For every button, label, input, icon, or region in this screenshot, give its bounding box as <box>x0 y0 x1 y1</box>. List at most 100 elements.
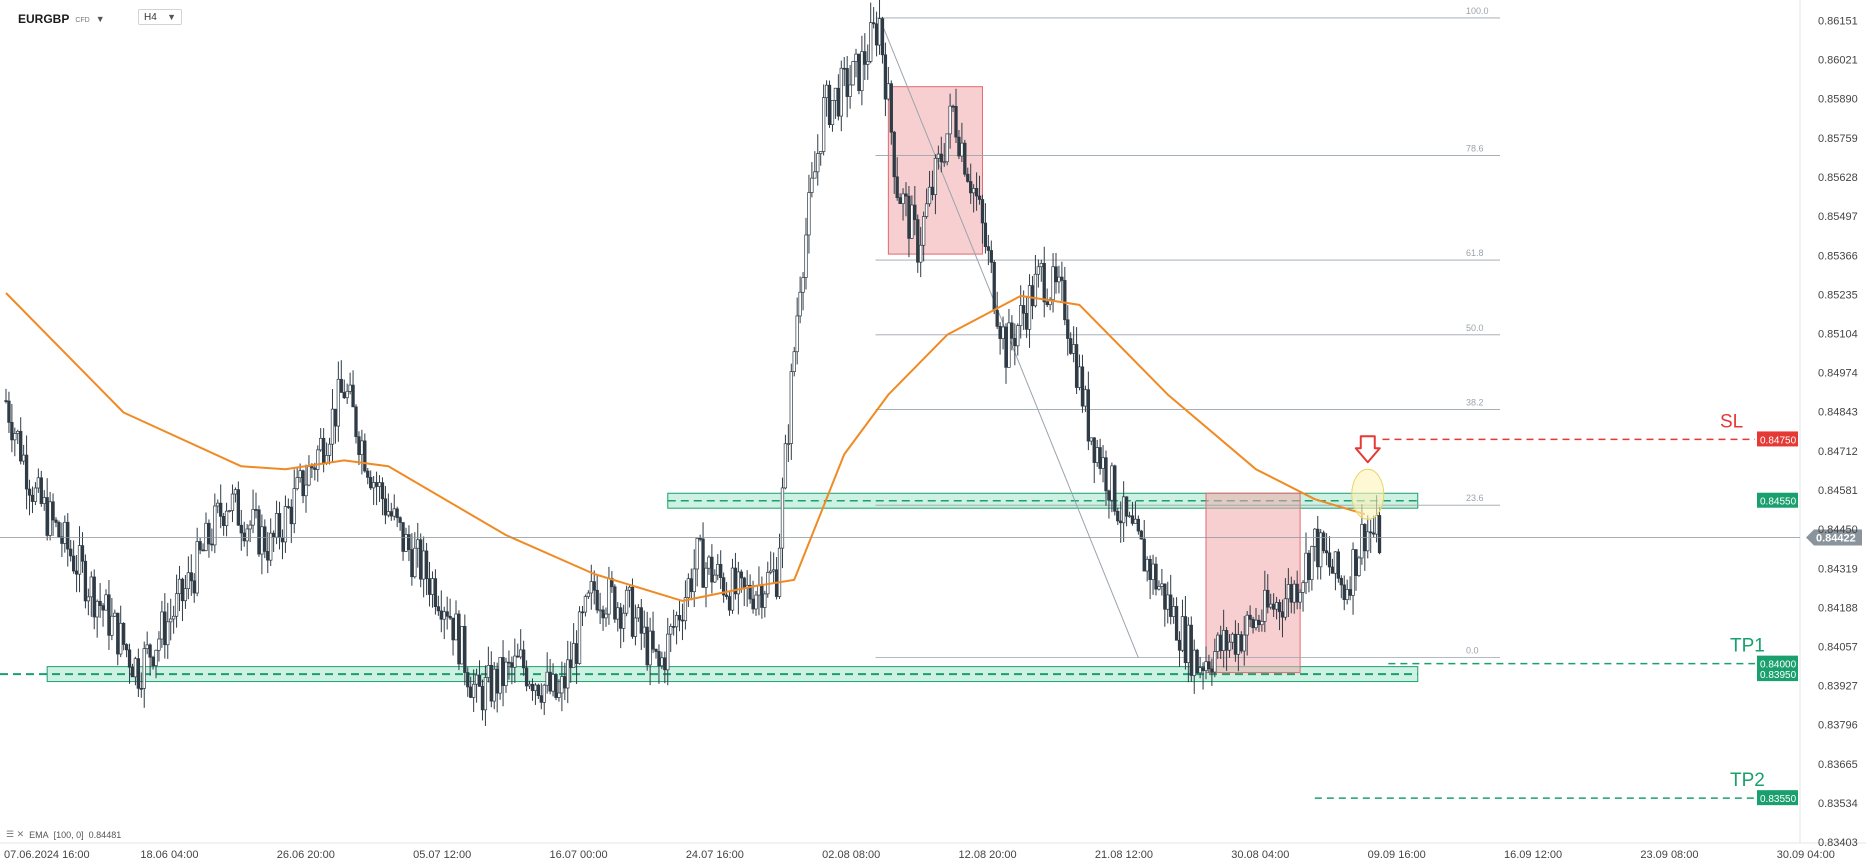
candle-body <box>866 61 870 65</box>
candle-body <box>451 617 455 641</box>
indicator-params: [100, 0] <box>53 829 84 840</box>
candle-body <box>66 521 70 550</box>
candle-body <box>504 661 508 687</box>
candle-body <box>1139 530 1143 540</box>
candle-body <box>1316 528 1320 568</box>
candle-body <box>469 686 473 698</box>
candle-body <box>630 586 635 637</box>
y-tick-label: 0.86151 <box>1818 16 1858 28</box>
candle-body <box>542 684 546 703</box>
y-tick-label: 0.84843 <box>1818 407 1858 419</box>
ema-line <box>5 292 1366 602</box>
candle-body <box>310 466 314 469</box>
candle-body <box>1277 602 1282 613</box>
candle-body <box>107 594 111 636</box>
candle-body <box>1371 532 1376 535</box>
candle-body <box>527 683 532 687</box>
candle-body <box>986 246 991 251</box>
candle-body <box>939 153 943 163</box>
candle-body <box>171 615 176 620</box>
candle-body <box>1160 583 1164 587</box>
candle-body <box>936 153 941 159</box>
x-tick-label: 18.06 04:00 <box>140 849 198 861</box>
candle-body <box>748 584 752 600</box>
candle-body <box>33 487 38 502</box>
candle-body <box>1154 563 1158 590</box>
candle-body <box>1127 515 1132 518</box>
candle-body <box>1213 651 1217 673</box>
symbol-header[interactable]: EURGBP CFD ▼ <box>18 10 105 28</box>
candle-body <box>1010 322 1014 339</box>
candle-body <box>7 400 11 423</box>
candle-body <box>1130 515 1135 524</box>
x-tick-label: 12.08 20:00 <box>959 849 1017 861</box>
candle-body <box>1039 262 1043 268</box>
indicator-settings-icon[interactable]: ☰ ✕ <box>6 829 25 839</box>
candle-body <box>1045 301 1049 306</box>
candle-body <box>830 100 835 125</box>
candle-body <box>95 600 99 618</box>
candle-body <box>389 511 393 517</box>
candle-body <box>1292 583 1296 603</box>
candle-body <box>1280 611 1285 618</box>
candle-body <box>1366 531 1370 552</box>
candle-body <box>45 497 49 536</box>
candle-body <box>771 569 776 572</box>
candle-body <box>780 487 785 549</box>
candle-body <box>1239 634 1243 652</box>
indicator-legend[interactable]: ☰ ✕ EMA [100, 0] 0.84481 <box>6 829 121 840</box>
symbol-dropdown-icon[interactable]: ▼ <box>95 14 105 24</box>
candle-body <box>195 541 199 594</box>
candle-body <box>136 658 141 689</box>
sell-arrow-icon <box>1354 435 1381 464</box>
candle-body <box>1054 266 1058 283</box>
x-tick-label: 16.07 00:00 <box>549 849 607 861</box>
current-price-tag-bg <box>1806 529 1862 546</box>
candle-body <box>289 506 293 525</box>
candle-body <box>1095 447 1099 463</box>
y-tick-label: 0.86021 <box>1818 54 1858 66</box>
candle-body <box>1101 457 1105 469</box>
candle-body <box>280 537 285 543</box>
candle-body <box>727 596 732 611</box>
candle-body <box>336 378 341 427</box>
candle-body <box>363 440 367 472</box>
candle-body <box>377 482 382 487</box>
candle-body <box>483 677 488 711</box>
candle-body <box>730 567 735 611</box>
y-tick-label: 0.85235 <box>1818 289 1858 301</box>
candle-body <box>1351 549 1355 596</box>
candle-body <box>1157 586 1161 590</box>
candle-body <box>471 683 476 698</box>
candle-body <box>1348 589 1352 596</box>
candle-body <box>1354 549 1358 576</box>
symbol-name[interactable]: EURGBP <box>18 12 70 26</box>
candle-body <box>327 443 332 456</box>
level-label-SL: SL <box>1720 411 1743 432</box>
candle-body <box>157 638 161 651</box>
candle-body <box>448 615 452 619</box>
candle-body <box>298 470 302 478</box>
candle-body <box>227 510 232 512</box>
candle-body <box>292 488 296 525</box>
candle-body <box>1289 584 1293 603</box>
candle-body <box>145 644 149 649</box>
fib-level-label: 78.6 <box>1466 143 1484 153</box>
candle-body <box>357 436 361 456</box>
fib-level-label: 61.8 <box>1466 248 1484 258</box>
timeframe-select[interactable]: H4 ▼ <box>138 9 182 25</box>
candle-body <box>445 611 449 617</box>
candle-body <box>1251 619 1255 629</box>
candle-body <box>539 695 543 703</box>
candle-body <box>104 594 108 611</box>
candle-body <box>677 615 682 621</box>
candle-body <box>742 577 746 588</box>
candle-body <box>163 611 167 646</box>
y-tick-label: 0.83403 <box>1818 837 1858 849</box>
candle-body <box>410 549 414 578</box>
y-tick-label: 0.84712 <box>1818 446 1858 458</box>
candle-body <box>333 408 338 427</box>
candle-body <box>174 593 179 617</box>
candle-body <box>1286 584 1291 600</box>
